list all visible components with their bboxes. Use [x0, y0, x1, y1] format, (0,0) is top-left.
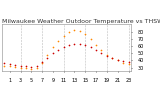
Point — [52, 47, 54, 48]
Point — [106, 56, 108, 57]
Point — [106, 55, 108, 56]
Point — [73, 43, 76, 45]
Point — [46, 57, 49, 58]
Point — [79, 30, 81, 32]
Point — [100, 53, 103, 54]
Point — [62, 46, 65, 48]
Point — [52, 53, 54, 54]
Point — [89, 47, 92, 48]
Point — [25, 68, 27, 69]
Point — [57, 49, 60, 50]
Point — [62, 35, 65, 37]
Point — [73, 29, 76, 31]
Point — [35, 67, 38, 68]
Point — [19, 67, 22, 68]
Point — [95, 44, 97, 45]
Point — [46, 54, 49, 55]
Point — [68, 32, 70, 33]
Point — [35, 65, 38, 66]
Point — [79, 43, 81, 45]
Point — [84, 33, 87, 34]
Point — [14, 66, 16, 68]
Point — [127, 63, 130, 65]
Point — [111, 58, 114, 59]
Point — [8, 66, 11, 67]
Point — [14, 64, 16, 66]
Point — [127, 61, 130, 63]
Point — [3, 65, 6, 66]
Point — [68, 44, 70, 45]
Point — [19, 65, 22, 66]
Point — [111, 58, 114, 59]
Point — [3, 63, 6, 64]
Point — [57, 40, 60, 42]
Point — [122, 61, 124, 62]
Point — [30, 66, 33, 68]
Point — [95, 50, 97, 51]
Point — [100, 50, 103, 51]
Point — [25, 66, 27, 67]
Point — [122, 62, 124, 63]
Point — [89, 38, 92, 39]
Point — [30, 68, 33, 70]
Point — [41, 61, 43, 63]
Point — [8, 63, 11, 65]
Point — [116, 59, 119, 60]
Point — [41, 62, 43, 63]
Point — [84, 45, 87, 46]
Point — [116, 60, 119, 61]
Text: Milwaukee Weather Outdoor Temperature vs THSW Index per Hour (24 Hours): Milwaukee Weather Outdoor Temperature vs… — [2, 19, 160, 24]
